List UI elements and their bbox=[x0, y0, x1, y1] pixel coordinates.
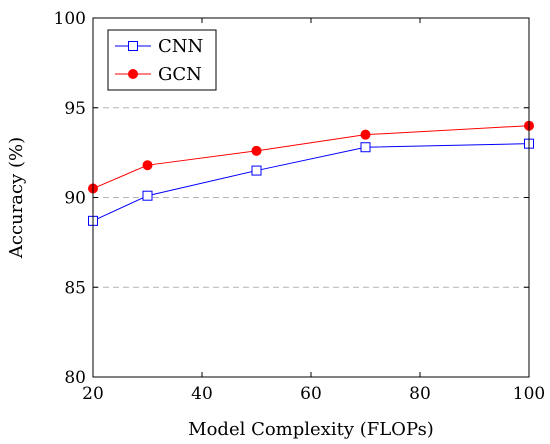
legend-marker bbox=[128, 69, 138, 79]
data-point-gcn bbox=[360, 129, 371, 140]
series-cnn bbox=[88, 138, 534, 226]
x-tick-label: 40 bbox=[191, 384, 213, 404]
legend-entry-gcn: GCN bbox=[115, 64, 202, 85]
y-tick-label: 80 bbox=[64, 368, 86, 388]
series-line-gcn bbox=[92, 125, 530, 189]
data-point-gcn bbox=[251, 145, 262, 156]
data-point-cnn bbox=[360, 142, 371, 153]
y-tick-label: 100 bbox=[54, 9, 86, 29]
series-layer bbox=[88, 120, 534, 226]
x-tick-label: 60 bbox=[300, 384, 322, 404]
y-tick-label: 90 bbox=[64, 189, 86, 209]
axis-ticks: 80 85 90 95 100 20 40 60 80 100 bbox=[54, 9, 546, 404]
data-point-cnn bbox=[142, 190, 153, 201]
legend-marker bbox=[128, 41, 138, 51]
series-line-cnn bbox=[92, 143, 530, 222]
x-axis-title: Model Complexity (FLOPs) bbox=[188, 419, 434, 440]
data-point-gcn bbox=[142, 160, 153, 171]
legend-label: GCN bbox=[158, 64, 202, 85]
y-tick-label: 95 bbox=[64, 99, 86, 119]
y-tick-label: 85 bbox=[64, 278, 86, 298]
legend: CNN GCN bbox=[107, 29, 217, 91]
legend-box bbox=[107, 29, 217, 91]
y-axis-title: Accuracy (%) bbox=[6, 137, 27, 259]
x-tick-label: 100 bbox=[513, 384, 545, 404]
legend-label: CNN bbox=[158, 36, 203, 57]
series-gcn bbox=[88, 120, 534, 194]
grid-lines bbox=[93, 107, 529, 288]
legend-entry-cnn: CNN bbox=[115, 36, 203, 57]
x-tick-label: 80 bbox=[409, 384, 431, 404]
data-point-cnn bbox=[251, 165, 262, 176]
x-tick-label: 20 bbox=[82, 384, 104, 404]
